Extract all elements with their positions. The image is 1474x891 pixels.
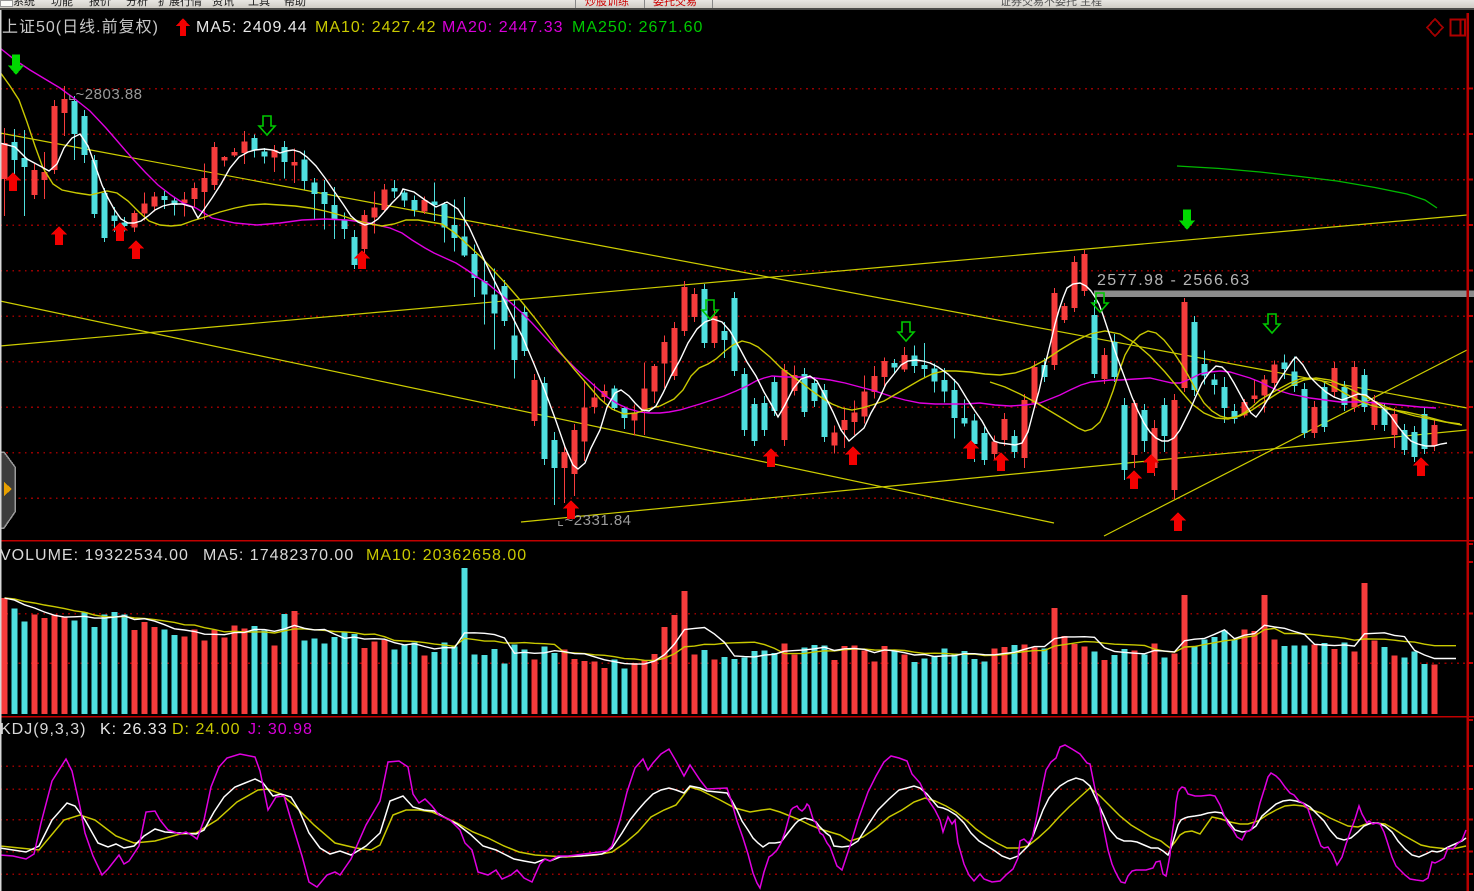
svg-text:MA20: 2447.33: MA20: 2447.33 [442,19,564,36]
svg-text:KDJ(9,3,3): KDJ(9,3,3) [0,721,86,738]
svg-text:⌞~2803.88: ⌞~2803.88 [68,86,143,103]
svg-text:上证50(日线.前复权): 上证50(日线.前复权) [2,18,159,36]
svg-text:2577.98 - 2566.63: 2577.98 - 2566.63 [1097,272,1251,289]
svg-text:MA10: 20362658.00: MA10: 20362658.00 [366,547,527,564]
svg-text:MA10: 2427.42: MA10: 2427.42 [315,19,437,36]
svg-text:VOLUME: 19322534.00: VOLUME: 19322534.00 [0,547,189,564]
svg-text:MA5: 17482370.00: MA5: 17482370.00 [203,547,354,564]
svg-text:J: 30.98: J: 30.98 [248,721,313,738]
svg-text:MA250: 2671.60: MA250: 2671.60 [572,19,703,36]
svg-text:⌞~2331.84: ⌞~2331.84 [557,512,632,529]
svg-text:MA5: 2409.44: MA5: 2409.44 [196,19,308,36]
svg-text:K: 26.33: K: 26.33 [100,721,168,738]
svg-text:D: 24.00: D: 24.00 [172,721,240,738]
